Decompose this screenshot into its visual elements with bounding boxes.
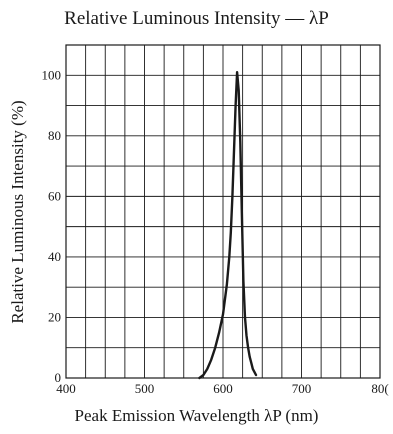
- x-tick-label: 700: [292, 381, 312, 396]
- y-tick-labels: 0 20 40 60 80 100: [42, 67, 62, 385]
- series-line: [198, 71, 258, 380]
- y-tick-label: 100: [42, 67, 62, 82]
- x-tick-label: 80(: [371, 381, 388, 396]
- y-tick-label: 20: [48, 309, 61, 324]
- x-tick-label: 500: [135, 381, 155, 396]
- y-axis-label: Relative Luminous Intensity (%): [8, 100, 27, 324]
- x-tick-label: 400: [56, 381, 76, 396]
- y-tick-label: 80: [48, 128, 61, 143]
- plot-frame: [65, 44, 381, 379]
- chart-title: Relative Luminous Intensity — λP: [64, 8, 329, 29]
- y-tick-label: 40: [48, 249, 61, 264]
- x-tick-label: 600: [213, 381, 233, 396]
- y-tick-label: 60: [48, 188, 61, 203]
- x-tick-labels: 400 500 600 700 80(: [56, 381, 388, 396]
- y-tick-label: 0: [55, 370, 62, 385]
- x-axis-label: Peak Emission Wavelength λP (nm): [74, 406, 319, 425]
- grid-lines: [66, 45, 380, 378]
